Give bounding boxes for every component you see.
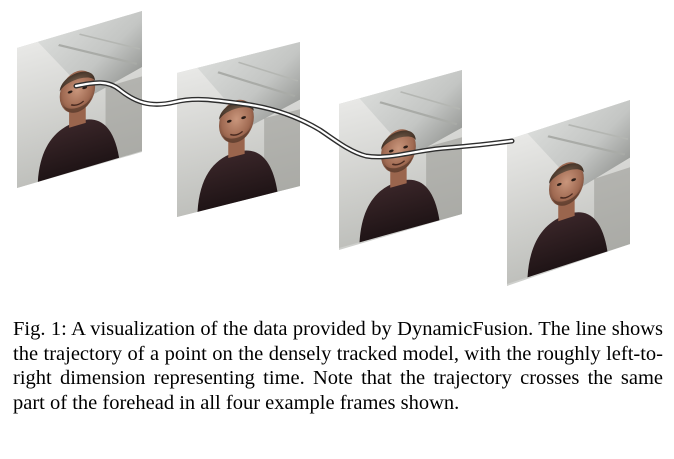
figure-illustration [15,9,632,286]
video-frame-1 [15,9,144,190]
figure-caption-text: A visualization of the data provided by … [13,318,664,414]
trajectory-line [73,80,515,160]
video-frame-3 [337,68,464,250]
video-frame-4 [505,98,632,286]
video-frame-2 [175,40,302,219]
figure-caption: Fig. 1: A visualization of the data prov… [13,317,663,415]
figure-label: Fig. 1: [13,318,67,340]
